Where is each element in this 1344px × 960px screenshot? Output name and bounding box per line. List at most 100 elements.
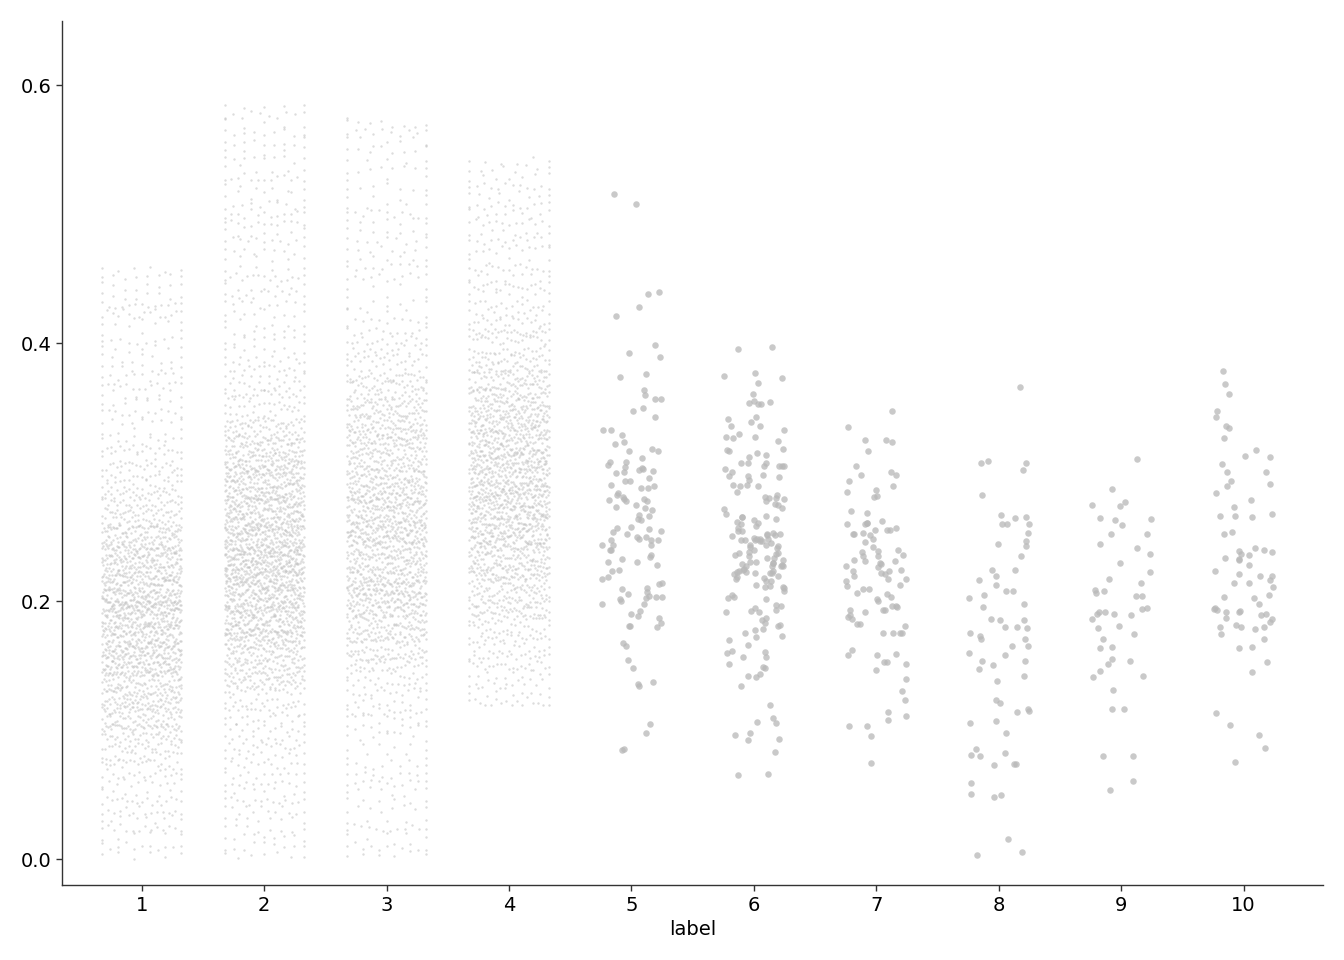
Point: [292, 547, 313, 563]
Point: [469, 586, 491, 601]
Point: [745, 601, 766, 616]
Point: [380, 390, 402, 405]
Point: [613, 490, 634, 505]
Point: [353, 454, 375, 469]
Point: [336, 272, 358, 287]
Point: [262, 503, 284, 518]
Point: [504, 422, 526, 438]
Point: [403, 533, 425, 548]
Point: [106, 557, 128, 572]
Point: [523, 639, 544, 655]
Point: [108, 550, 129, 565]
Point: [113, 648, 134, 663]
Point: [216, 459, 238, 474]
Point: [524, 468, 546, 484]
Point: [336, 153, 358, 168]
Point: [282, 476, 304, 492]
Point: [218, 509, 239, 524]
Point: [481, 421, 503, 437]
Point: [499, 528, 520, 543]
Point: [226, 629, 247, 644]
Point: [339, 524, 360, 540]
Point: [288, 524, 309, 540]
Point: [388, 599, 410, 614]
Point: [534, 555, 555, 570]
Point: [895, 656, 917, 671]
Point: [883, 625, 905, 640]
Point: [218, 656, 239, 671]
Point: [398, 556, 419, 571]
Point: [364, 371, 386, 386]
Point: [282, 665, 304, 681]
Point: [249, 105, 270, 120]
Point: [238, 468, 259, 484]
Point: [521, 429, 543, 444]
Point: [401, 436, 422, 451]
Point: [148, 559, 169, 574]
Point: [407, 658, 429, 673]
Point: [266, 442, 288, 457]
Point: [509, 388, 531, 403]
Point: [93, 585, 114, 600]
Point: [155, 665, 176, 681]
Point: [371, 487, 392, 502]
Point: [214, 471, 235, 487]
Point: [531, 579, 552, 594]
Point: [247, 579, 269, 594]
Point: [415, 422, 437, 438]
Point: [380, 753, 402, 768]
Point: [258, 564, 280, 580]
Point: [91, 618, 113, 634]
Point: [219, 443, 241, 458]
Point: [226, 576, 247, 591]
Point: [258, 556, 280, 571]
Point: [503, 687, 524, 703]
Point: [220, 518, 242, 534]
Point: [110, 803, 132, 818]
Point: [1109, 498, 1130, 514]
Point: [513, 404, 535, 420]
Point: [769, 617, 790, 633]
Point: [126, 559, 148, 574]
Point: [348, 469, 370, 485]
Point: [140, 822, 161, 837]
Point: [293, 838, 314, 853]
Point: [223, 137, 245, 153]
Point: [410, 580, 431, 595]
Point: [349, 441, 371, 456]
Point: [258, 546, 280, 562]
Point: [336, 321, 358, 336]
Point: [376, 512, 398, 527]
Point: [141, 598, 163, 613]
Point: [487, 488, 508, 503]
Point: [266, 627, 288, 642]
Point: [376, 316, 398, 331]
Point: [121, 659, 142, 674]
Point: [237, 679, 258, 694]
Point: [534, 629, 555, 644]
Point: [126, 588, 148, 604]
Point: [134, 640, 156, 656]
Point: [484, 535, 505, 550]
Point: [93, 647, 114, 662]
Point: [364, 510, 386, 525]
Point: [513, 454, 535, 469]
Point: [380, 533, 402, 548]
Point: [122, 700, 144, 715]
Point: [98, 659, 120, 674]
Point: [500, 332, 521, 348]
Point: [277, 673, 298, 688]
Point: [507, 444, 528, 460]
Point: [237, 572, 258, 588]
Point: [344, 708, 366, 723]
Point: [105, 618, 126, 634]
Point: [273, 142, 294, 157]
Point: [108, 630, 129, 645]
Point: [1081, 611, 1102, 626]
Point: [384, 836, 406, 852]
Point: [352, 489, 374, 504]
Point: [141, 686, 163, 702]
Point: [215, 507, 237, 522]
Point: [120, 623, 141, 638]
Point: [218, 446, 239, 462]
